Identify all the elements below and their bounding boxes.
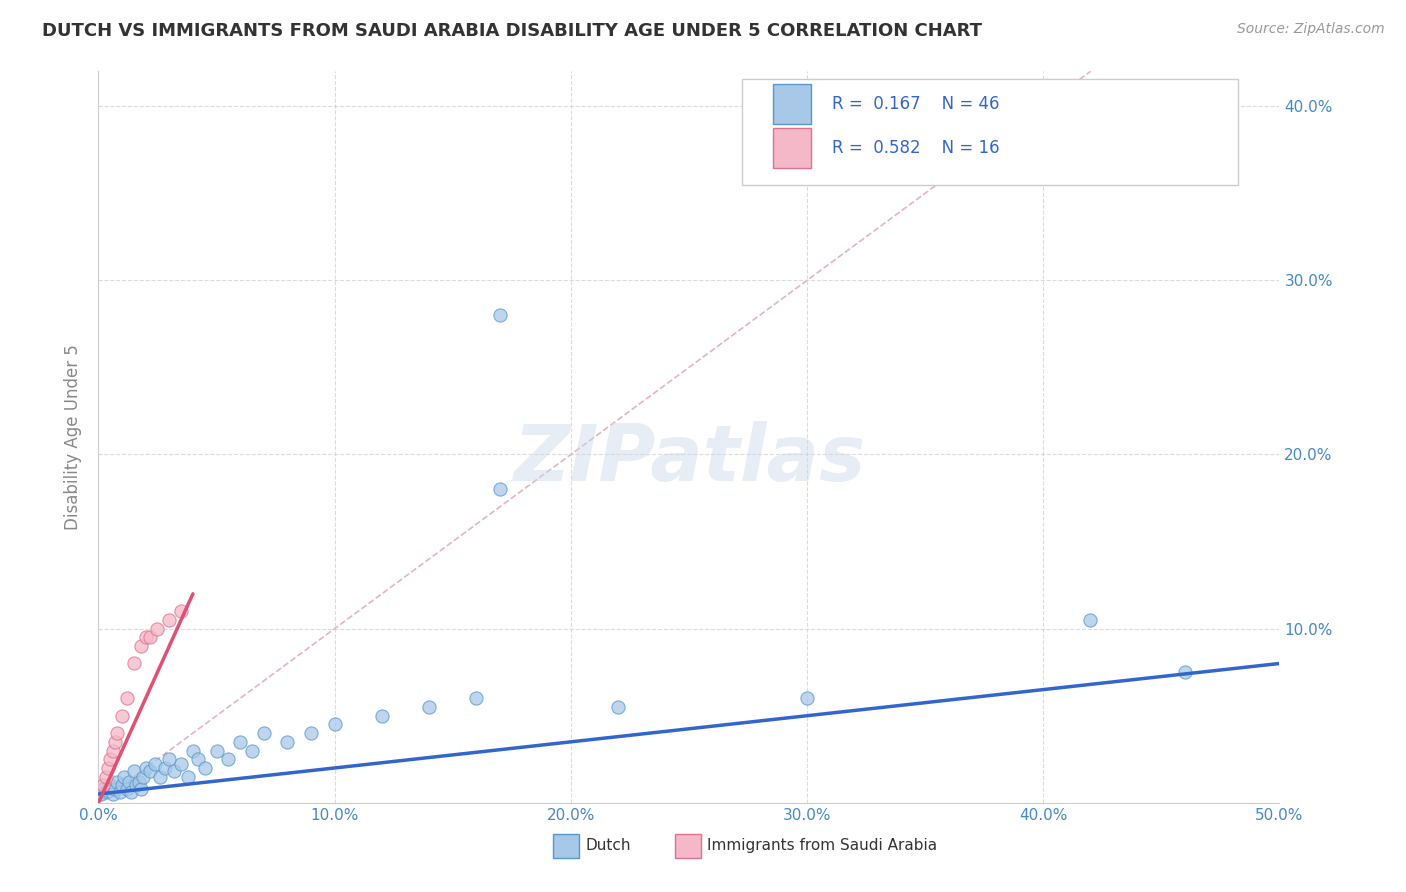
Point — [105, 775, 128, 789]
Bar — [553, 834, 579, 858]
Point — [217, 752, 239, 766]
Point — [240, 743, 263, 757]
Bar — [675, 834, 700, 858]
Point — [1080, 613, 1102, 627]
Text: Dutch: Dutch — [585, 838, 630, 854]
Point — [118, 775, 141, 789]
Point — [181, 743, 204, 757]
Point — [115, 781, 138, 796]
Point — [205, 743, 228, 757]
Y-axis label: Disability Age Under 5: Disability Age Under 5 — [63, 344, 82, 530]
Point — [97, 761, 120, 775]
Point — [796, 691, 818, 706]
Point — [132, 770, 155, 784]
Point — [91, 778, 114, 792]
Text: R =  0.582    N = 16: R = 0.582 N = 16 — [832, 139, 1000, 157]
Point — [90, 787, 112, 801]
Point — [323, 717, 346, 731]
Point — [276, 735, 298, 749]
Bar — [773, 128, 811, 169]
Point — [122, 657, 145, 671]
Point — [101, 787, 124, 801]
Point — [253, 726, 276, 740]
FancyBboxPatch shape — [742, 78, 1239, 185]
Point — [157, 613, 180, 627]
Point — [108, 785, 131, 799]
Point — [128, 775, 150, 789]
Point — [111, 778, 134, 792]
Point — [129, 639, 152, 653]
Point — [91, 781, 114, 796]
Point — [170, 604, 193, 618]
Point — [187, 752, 209, 766]
Point — [98, 778, 121, 792]
Point — [121, 785, 143, 799]
Point — [489, 308, 512, 322]
Point — [139, 631, 162, 645]
Point — [122, 764, 145, 779]
Point — [125, 778, 148, 792]
Point — [135, 761, 157, 775]
Point — [465, 691, 488, 706]
Point — [170, 757, 193, 772]
Point — [371, 708, 394, 723]
Point — [98, 752, 121, 766]
Point — [94, 770, 117, 784]
Bar — [773, 84, 811, 124]
Point — [229, 735, 252, 749]
Point — [135, 631, 157, 645]
Point — [607, 700, 630, 714]
Point — [489, 483, 512, 497]
Point — [115, 691, 138, 706]
Point — [194, 761, 217, 775]
Point — [163, 764, 186, 779]
Point — [97, 783, 120, 797]
Point — [101, 743, 124, 757]
Point — [1174, 665, 1197, 680]
Point — [143, 757, 166, 772]
Text: ZIPatlas: ZIPatlas — [513, 421, 865, 497]
Point — [129, 781, 152, 796]
Point — [104, 781, 127, 796]
Point — [139, 764, 162, 779]
Text: Source: ZipAtlas.com: Source: ZipAtlas.com — [1237, 22, 1385, 37]
Point — [111, 708, 134, 723]
Point — [153, 761, 176, 775]
Text: R =  0.167    N = 46: R = 0.167 N = 46 — [832, 95, 1000, 113]
Point — [157, 752, 180, 766]
Text: DUTCH VS IMMIGRANTS FROM SAUDI ARABIA DISABILITY AGE UNDER 5 CORRELATION CHART: DUTCH VS IMMIGRANTS FROM SAUDI ARABIA DI… — [42, 22, 983, 40]
Point — [112, 770, 135, 784]
Point — [177, 770, 200, 784]
Point — [104, 735, 127, 749]
Point — [149, 770, 172, 784]
Point — [94, 785, 117, 799]
Point — [299, 726, 322, 740]
Point — [418, 700, 440, 714]
Point — [105, 726, 128, 740]
Point — [146, 622, 169, 636]
Text: Immigrants from Saudi Arabia: Immigrants from Saudi Arabia — [707, 838, 936, 854]
